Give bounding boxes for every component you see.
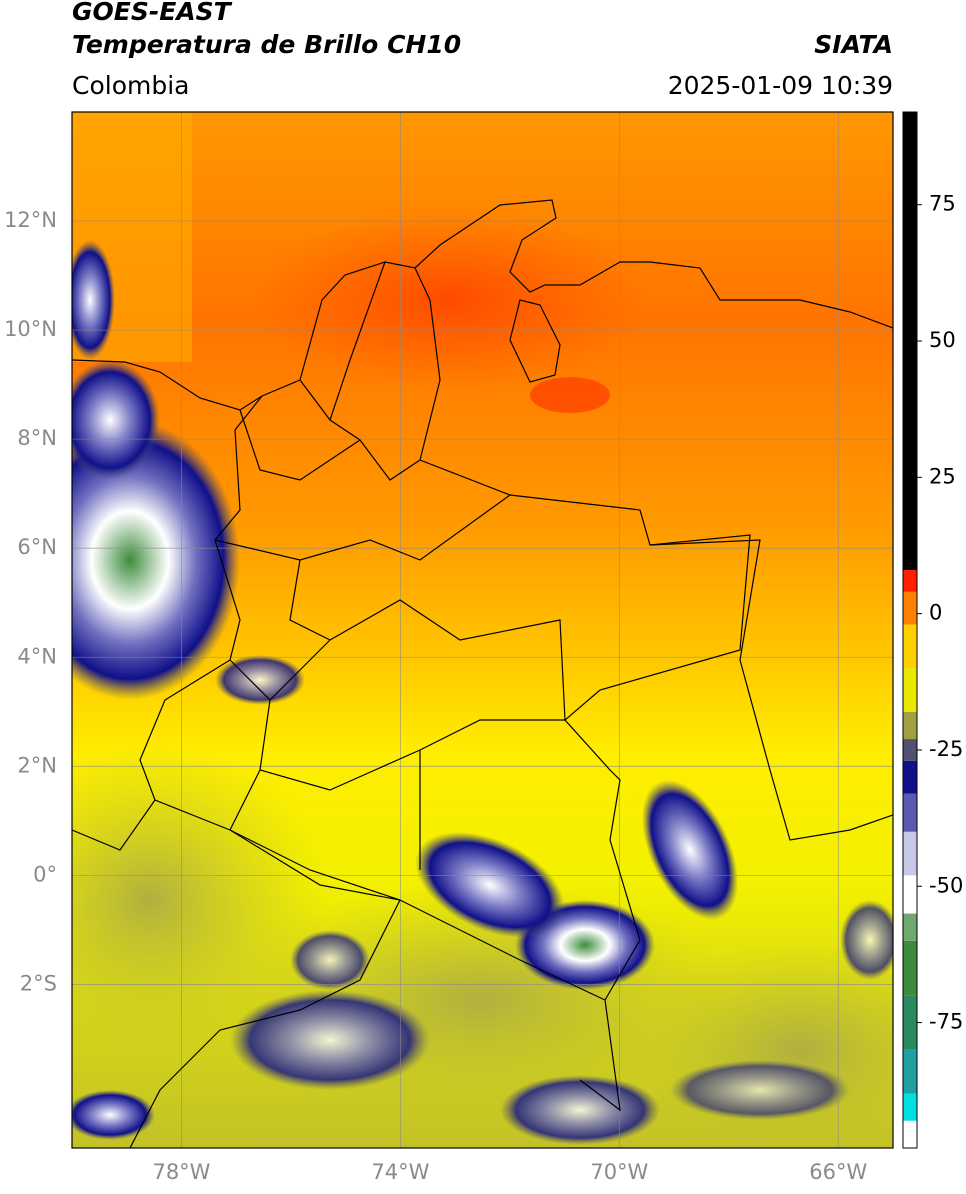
- department-border: [214, 261, 566, 870]
- colorbar-band: [903, 760, 917, 794]
- colorbar-tick-label: -50: [929, 873, 963, 897]
- country-border: [649, 539, 893, 841]
- region: Colombia: [72, 71, 189, 100]
- x-tick-label: 78°W: [152, 1160, 210, 1184]
- cloud: [415, 832, 565, 938]
- borders: [72, 199, 893, 1148]
- map-frame: [71, 111, 894, 1149]
- colorbar-band: [903, 570, 917, 592]
- colorbar-tick-label: 75: [929, 192, 956, 216]
- y-tick-label: 0°: [33, 862, 57, 886]
- lake: [509, 299, 561, 383]
- colorbar-frame: [902, 111, 918, 1149]
- country-border: [139, 267, 751, 1001]
- colorbar-tick-label: 25: [929, 464, 956, 488]
- colorbar-band: [903, 875, 917, 914]
- colorbar-band: [903, 1093, 917, 1121]
- cloud: [840, 900, 893, 980]
- coastline: [72, 199, 893, 411]
- cloud: [215, 655, 305, 705]
- x-tick-label: 70°W: [590, 1160, 648, 1184]
- colorbar-band: [903, 668, 917, 712]
- colorbar-tick-label: 0: [929, 601, 942, 625]
- y-tick-label: 12°N: [4, 208, 57, 232]
- colorbar-band: [903, 1120, 917, 1148]
- image-patch: [530, 377, 610, 413]
- cloud: [72, 420, 240, 700]
- colorbar-band: [903, 112, 917, 571]
- colorbar-band: [903, 711, 917, 740]
- cloud: [290, 930, 370, 990]
- colorbar-band: [903, 1049, 917, 1094]
- satellite-image: [72, 112, 893, 1148]
- colorbar-band: [903, 624, 917, 669]
- x-tick-label: 74°W: [371, 1160, 429, 1184]
- colorbar-band: [903, 793, 917, 832]
- colorbar-band: [903, 831, 917, 876]
- colorbar-band: [903, 739, 917, 761]
- datetime: 2025-01-09 10:39: [668, 71, 893, 100]
- source: SIATA: [814, 30, 893, 59]
- y-tick-label: 2°N: [17, 753, 57, 777]
- subtitle: Temperatura de Brillo CH10: [72, 30, 461, 59]
- colorbar-band: [903, 913, 917, 941]
- colorbar-tick-label: -25: [929, 737, 963, 761]
- cloud: [500, 1075, 660, 1145]
- country-border: [72, 799, 621, 1148]
- colorbar-tick-label: -75: [929, 1010, 963, 1034]
- colorbar-band: [903, 995, 917, 1050]
- y-tick-label: 2°S: [20, 971, 57, 995]
- cloud: [72, 360, 160, 480]
- image-patch: [250, 210, 650, 390]
- colorbar-band: [903, 940, 917, 996]
- title: GOES-EAST: [72, 0, 233, 26]
- y-tick-label: 4°N: [17, 644, 57, 668]
- cloud: [72, 1090, 155, 1140]
- colorbar-tick-label: 50: [929, 328, 956, 352]
- cloud: [670, 1060, 850, 1120]
- cloud: [641, 779, 739, 921]
- y-tick-label: 8°N: [17, 426, 57, 450]
- colorbar-band: [903, 591, 917, 625]
- y-tick-label: 10°N: [4, 317, 57, 341]
- colorbar: -75 -50 -25 0 25 50 75: [902, 111, 963, 1149]
- y-tick-label: 6°N: [17, 535, 57, 559]
- x-tick-label: 66°W: [809, 1160, 867, 1184]
- map-axes: 78°W 74°W 70°W 66°W 2°S 0° 2°N 4°N 6°N 8°N 10°N 12°…: [4, 208, 867, 1184]
